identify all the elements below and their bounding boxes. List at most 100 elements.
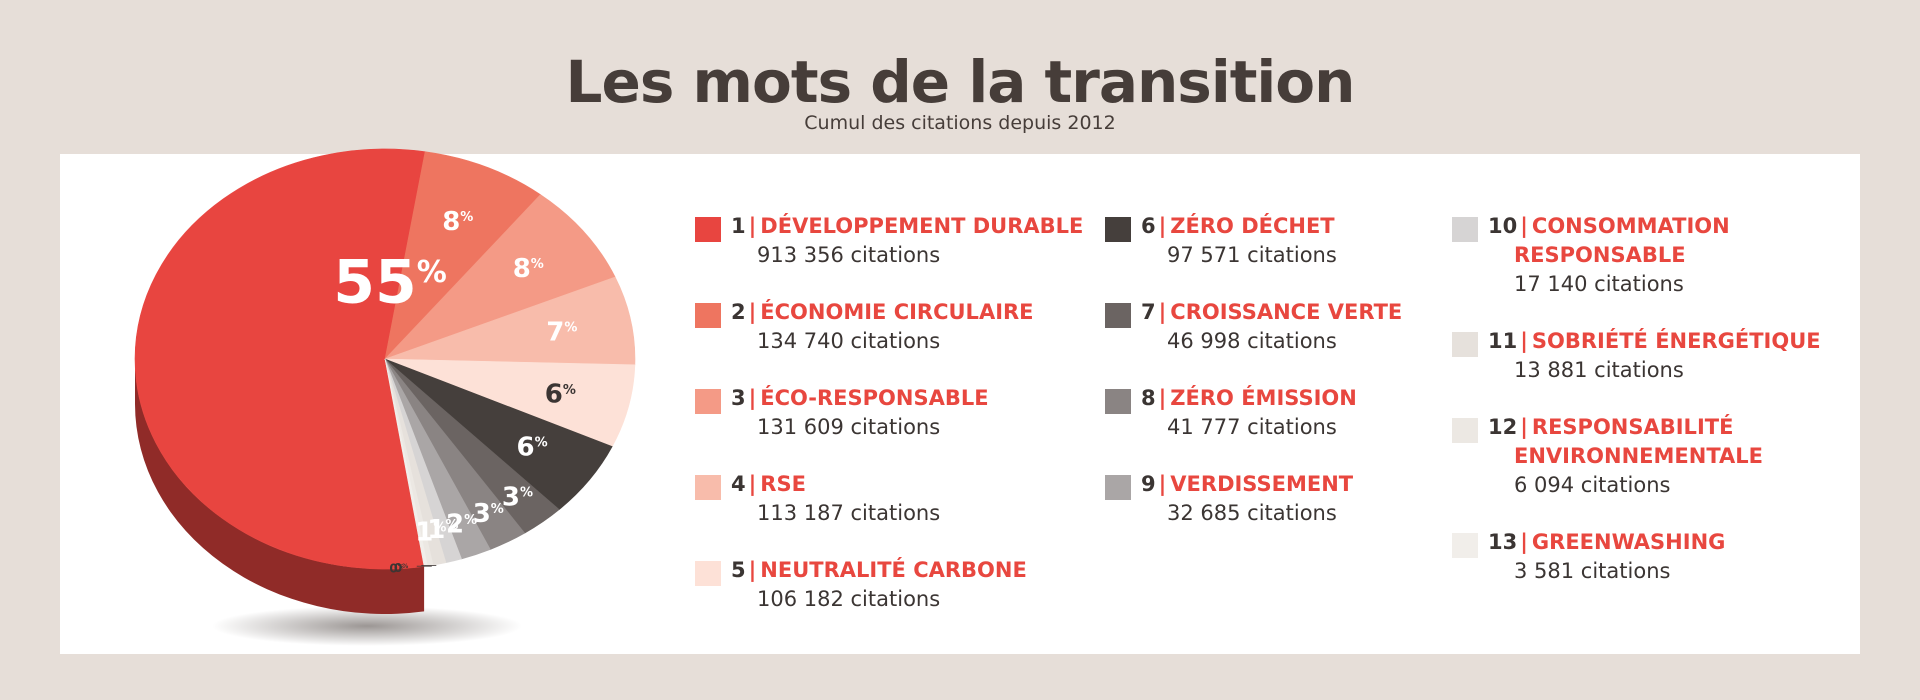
legend-heading: 8 | ZÉRO ÉMISSION	[1141, 384, 1357, 413]
legend-heading: 4 | RSE	[731, 470, 940, 499]
legend-rank: 7	[1141, 300, 1156, 324]
legend-swatch	[1105, 217, 1131, 242]
legend-separator: |	[748, 558, 757, 582]
legend-heading: 7 | CROISSANCE VERTE	[1141, 298, 1402, 327]
legend-rank: 6	[1141, 214, 1156, 238]
legend-rank: 11	[1488, 329, 1518, 353]
legend-label: RSE	[760, 472, 806, 496]
legend-rank: 5	[731, 558, 746, 582]
legend-count: 106 182 citations	[757, 587, 941, 611]
legend-heading: 1 | DÉVELOPPEMENT DURABLE	[731, 212, 1083, 241]
legend-text: 7 | CROISSANCE VERTE 46 998 citations	[1141, 298, 1402, 356]
legend-swatch	[1105, 303, 1131, 328]
legend-swatch	[695, 561, 721, 586]
legend-heading: 3 | ÉCO-RESPONSABLE	[731, 384, 989, 413]
pie-pct-label-7: 3%	[502, 482, 533, 512]
pie-tops	[134, 148, 636, 570]
legend-count: 17 140 citations	[1514, 272, 1684, 296]
legend-text: 6 | ZÉRO DÉCHET 97 571 citations	[1141, 212, 1337, 270]
legend-separator: |	[1520, 214, 1528, 238]
legend-label-line2: ENVIRONNEMENTALE	[1514, 444, 1763, 468]
legend-separator: |	[1158, 300, 1167, 324]
pie-pct-label-10: 1%	[427, 515, 458, 545]
chart-panel: 55% 8% 8% 7% 6% 6% 3% 3% 2% 1% 1% 0% 0% 1 | DÉVELOPPEM…	[60, 148, 1860, 654]
legend-swatch	[1452, 217, 1478, 242]
legend-separator: |	[748, 386, 757, 410]
legend-heading: 13 | GREENWASHING	[1488, 528, 1725, 557]
legend-rank: 8	[1141, 386, 1156, 410]
pie-shadow	[212, 606, 522, 646]
pie-pct-label-13: 0%	[389, 562, 403, 576]
pie-pct-label-8: 3%	[473, 499, 504, 529]
pie-pct-label-6: 6%	[516, 433, 547, 463]
pie-slice-1	[134, 148, 426, 570]
legend-count: 6 094 citations	[1514, 473, 1671, 497]
pie-slice-3	[384, 194, 616, 360]
legend-separator: |	[748, 300, 757, 324]
legend-separator: |	[748, 472, 757, 496]
legend-text: 10 | CONSOMMATION RESPONSABLE 17 140 citatio…	[1488, 212, 1730, 299]
legend-count: 913 356 citations	[757, 243, 941, 267]
legend-rank: 12	[1488, 415, 1518, 439]
legend-count: 134 740 citations	[757, 329, 941, 353]
pie-labels: 55%8%8%7%6%6%3%3%2%1%1%0%0%	[333, 207, 577, 575]
legend-rank: 9	[1141, 472, 1156, 496]
legend-rank: 10	[1488, 214, 1518, 238]
legend-swatch	[695, 389, 721, 414]
legend-text: 4 | RSE 113 187 citations	[731, 470, 940, 528]
legend-swatch	[695, 475, 721, 500]
legend-label-line2: RESPONSABLE	[1514, 243, 1686, 267]
pie-slice-2	[384, 151, 541, 360]
legend-text: 9 | VERDISSEMENT 32 685 citations	[1141, 470, 1353, 528]
legend-count: 46 998 citations	[1167, 329, 1337, 353]
legend-swatch	[1452, 418, 1478, 443]
pie-pct-label-9: 2%	[446, 510, 477, 540]
legend-swatch	[695, 217, 721, 242]
legend-label: NEUTRALITÉ CARBONE	[760, 558, 1027, 582]
legend-label: GREENWASHING	[1531, 530, 1726, 554]
pie-pct-label-11: 1%	[415, 518, 446, 548]
pie-pct-label-3: 8%	[513, 254, 544, 284]
page-subtitle: Cumul des citations depuis 2012	[804, 112, 1116, 134]
legend-swatch	[1105, 475, 1131, 500]
legend-count: 97 571 citations	[1167, 243, 1337, 267]
legend-swatch	[1452, 533, 1478, 558]
legend-separator: |	[748, 214, 757, 238]
legend-text: 12 | RESPONSABILITÉ ENVIRONNEMENTALE 6 094 c…	[1488, 413, 1763, 500]
pie-pct-label-5: 6%	[545, 380, 576, 410]
legend-separator: |	[1520, 329, 1528, 353]
legend-swatch	[1105, 389, 1131, 414]
legend-label: CONSOMMATION	[1531, 214, 1730, 238]
legend-label: DÉVELOPPEMENT DURABLE	[760, 214, 1084, 238]
legend-text: 13 | GREENWASHING 3 581 citations	[1488, 528, 1725, 586]
legend-separator: |	[1520, 530, 1528, 554]
legend-label: ÉCO-RESPONSABLE	[760, 386, 989, 410]
legend-label: CROISSANCE VERTE	[1170, 300, 1403, 324]
legend-label: SOBRIÉTÉ ÉNERGÉTIQUE	[1531, 329, 1821, 353]
legend-text: 8 | ZÉRO ÉMISSION 41 777 citations	[1141, 384, 1357, 442]
legend-count: 113 187 citations	[757, 501, 941, 525]
legend-rank: 13	[1488, 530, 1518, 554]
legend-text: 11 | SOBRIÉTÉ ÉNERGÉTIQUE 13 881 citations	[1488, 327, 1821, 385]
legend-heading: 12 | RESPONSABILITÉ	[1488, 413, 1763, 442]
legend-rank: 4	[731, 472, 746, 496]
legend-text: 1 | DÉVELOPPEMENT DURABLE 913 356 citations	[731, 212, 1083, 270]
legend-swatch	[1452, 332, 1478, 357]
legend-separator: |	[1158, 386, 1167, 410]
legend-heading: 11 | SOBRIÉTÉ ÉNERGÉTIQUE	[1488, 327, 1821, 356]
pie-pct-label-4: 7%	[546, 317, 577, 347]
legend-count: 41 777 citations	[1167, 415, 1337, 439]
legend-heading: 5 | NEUTRALITÉ CARBONE	[731, 556, 1027, 585]
pie-chart: 55%8%8%7%6%6%3%3%2%1%1%0%0%	[134, 148, 636, 646]
legend-heading: 6 | ZÉRO DÉCHET	[1141, 212, 1337, 241]
pie-pct-label-1: 55%	[333, 248, 447, 318]
legend-text: 5 | NEUTRALITÉ CARBONE 106 182 citations	[731, 556, 1027, 614]
legend-heading: 9 | VERDISSEMENT	[1141, 470, 1353, 499]
legend-count: 3 581 citations	[1514, 559, 1671, 583]
legend-separator: |	[1158, 472, 1167, 496]
legend-rank: 3	[731, 386, 746, 410]
pie-side-1	[135, 359, 425, 614]
legend-label: ZÉRO DÉCHET	[1170, 214, 1335, 238]
legend-heading: 2 | ÉCONOMIE CIRCULAIRE	[731, 298, 1034, 327]
legend-label: RESPONSABILITÉ	[1531, 415, 1734, 439]
